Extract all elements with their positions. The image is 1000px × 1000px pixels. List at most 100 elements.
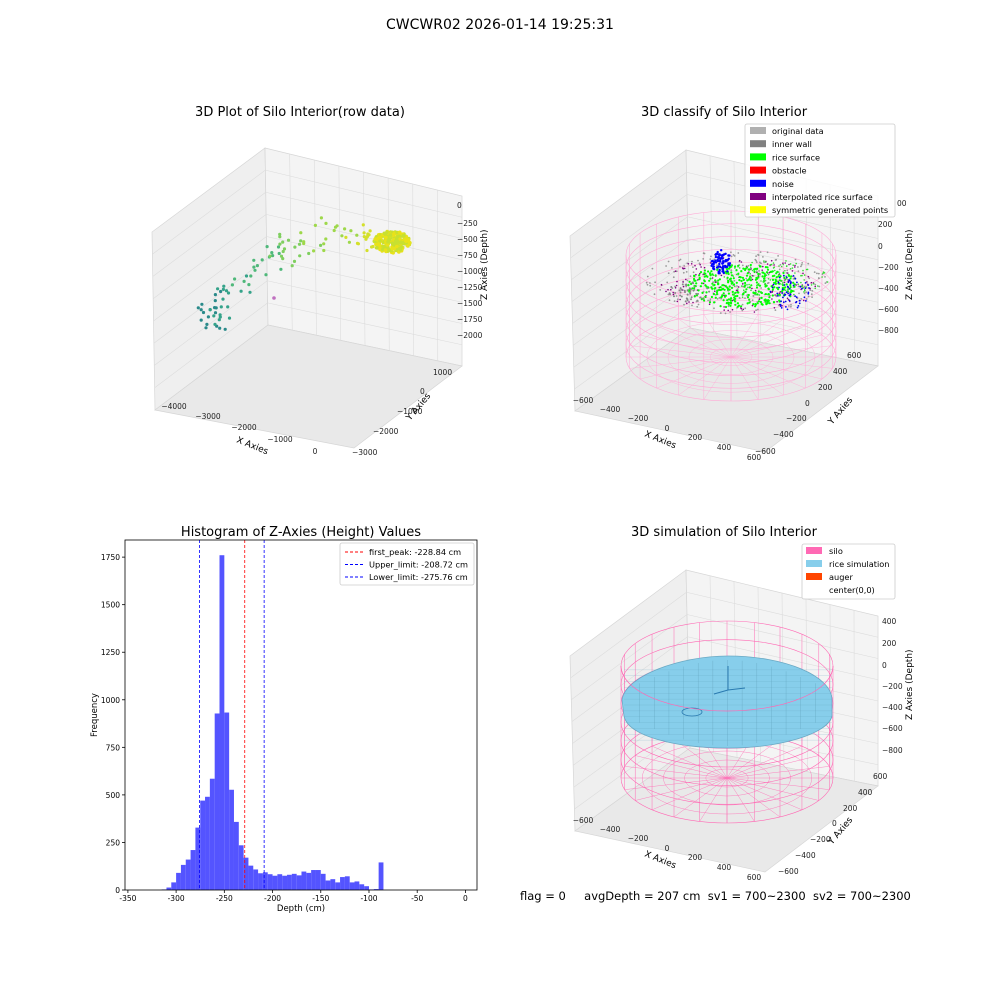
classify-noise-point — [776, 292, 779, 295]
classify-rice-point — [761, 271, 764, 274]
raw-point — [392, 232, 396, 236]
sim-xlabel: X Axies — [643, 850, 678, 872]
cls-xtick: 600 — [747, 453, 762, 462]
classify-noise-point — [798, 299, 801, 302]
classify-original-point — [691, 260, 693, 263]
classify-rice-point — [789, 283, 792, 287]
classify-interpolated-point — [688, 301, 690, 303]
classify-rice-point — [730, 286, 734, 289]
classify-rice-point — [724, 294, 728, 297]
hist-bars — [161, 555, 384, 890]
classify-inner-wall-point — [679, 294, 682, 297]
classify-rice-point — [722, 299, 725, 302]
hist-xtick-label: 0 — [463, 894, 468, 903]
hist-ylabel: Frequency — [90, 693, 100, 737]
classify-interpolated-point — [665, 290, 667, 293]
classify-noise-point — [796, 306, 799, 309]
classify-rice-point — [782, 271, 785, 275]
hist-bar — [378, 862, 384, 890]
raw-point — [272, 296, 276, 300]
raw-point — [260, 258, 264, 262]
hist-xtick-label: -250 — [216, 894, 233, 903]
classify-interpolated-point — [751, 275, 754, 277]
classify-noise-point — [794, 277, 797, 280]
raw-xtick: −2000 — [231, 423, 257, 432]
hist-xtick-label: -50 — [411, 894, 423, 903]
hist-bar — [166, 887, 172, 890]
classify-rice-point — [729, 299, 732, 302]
raw-point — [371, 244, 375, 249]
classify-rice-point — [775, 276, 778, 279]
classify-original-point — [709, 258, 712, 260]
raw-point — [208, 308, 212, 312]
classify-noise-point — [717, 256, 720, 260]
cls-ytick: 0 — [805, 399, 810, 408]
hist-ytick-label: 250 — [106, 838, 121, 847]
legend-label: Upper_limit: -208.72 cm — [369, 560, 468, 570]
classify-noise-point — [718, 265, 722, 268]
classify-interpolated-point — [727, 309, 729, 312]
classify-original-point — [759, 251, 762, 254]
classify-original-point — [752, 295, 755, 297]
classify-original-point — [774, 309, 777, 311]
classify-noise-point — [783, 284, 786, 286]
classify-rice-point — [704, 295, 707, 298]
classify-interpolated-point — [762, 265, 764, 268]
classify-original-point — [689, 275, 692, 278]
classify-noise-point — [801, 287, 803, 290]
raw-point — [376, 236, 381, 241]
raw-point — [298, 254, 302, 258]
legend-swatch — [750, 140, 766, 148]
raw-ztick: −1250 — [457, 283, 483, 292]
raw-point — [196, 306, 200, 310]
classify-noise-point — [772, 283, 775, 286]
classify-rice-point — [747, 268, 750, 271]
raw-point — [276, 245, 281, 249]
raw-point — [265, 245, 269, 249]
classify-interpolated-point — [714, 281, 717, 284]
classify-original-point — [673, 300, 676, 302]
classify-rice-point — [703, 272, 706, 275]
classify-rice-point — [712, 293, 716, 296]
classify-rice-point — [730, 297, 733, 300]
legend-swatch — [750, 193, 766, 200]
classify-interpolated-point — [667, 288, 669, 291]
classify-inner-wall-point — [673, 295, 675, 298]
classify-original-point — [798, 292, 800, 295]
classify-interpolated-point — [794, 264, 796, 267]
classify-noise-point — [720, 249, 723, 252]
sim-ytick: −400 — [795, 851, 816, 860]
classify-original-point — [732, 254, 735, 256]
classify-interpolated-point — [702, 282, 705, 285]
classify-original-point — [654, 281, 656, 284]
classify-rice-point — [687, 284, 690, 287]
classify-original-point — [744, 297, 746, 299]
raw-point — [199, 318, 203, 322]
hist-bar — [200, 800, 206, 890]
hist-xtick-label: -100 — [360, 894, 377, 903]
hist-bar — [248, 865, 254, 890]
classify-original-point — [813, 271, 816, 273]
classify-interpolated-point — [773, 307, 776, 309]
classify-noise-point — [807, 292, 810, 295]
classify-rice-point — [732, 275, 735, 277]
classify-rice-point — [749, 263, 752, 267]
hist-ytick-label: 0 — [115, 886, 120, 895]
classify-inner-wall-point — [696, 299, 699, 302]
classify-original-point — [691, 304, 693, 307]
classify-pane-floor — [574, 327, 879, 453]
raw-point — [200, 302, 204, 306]
classify-rice-point — [754, 303, 758, 306]
sim-xtick: 0 — [665, 844, 670, 853]
hist-bar — [311, 870, 316, 890]
raw-point — [226, 305, 230, 309]
classify-interpolated-point — [806, 281, 808, 283]
raw-point — [383, 248, 388, 252]
classify-rice-point — [750, 266, 752, 269]
classify-rice-point — [781, 283, 783, 286]
classify-rice-point — [802, 287, 805, 289]
classify-original-point — [685, 271, 688, 273]
legend-label: first_peak: -228.84 cm — [369, 547, 461, 557]
classify-original-point — [645, 281, 648, 284]
